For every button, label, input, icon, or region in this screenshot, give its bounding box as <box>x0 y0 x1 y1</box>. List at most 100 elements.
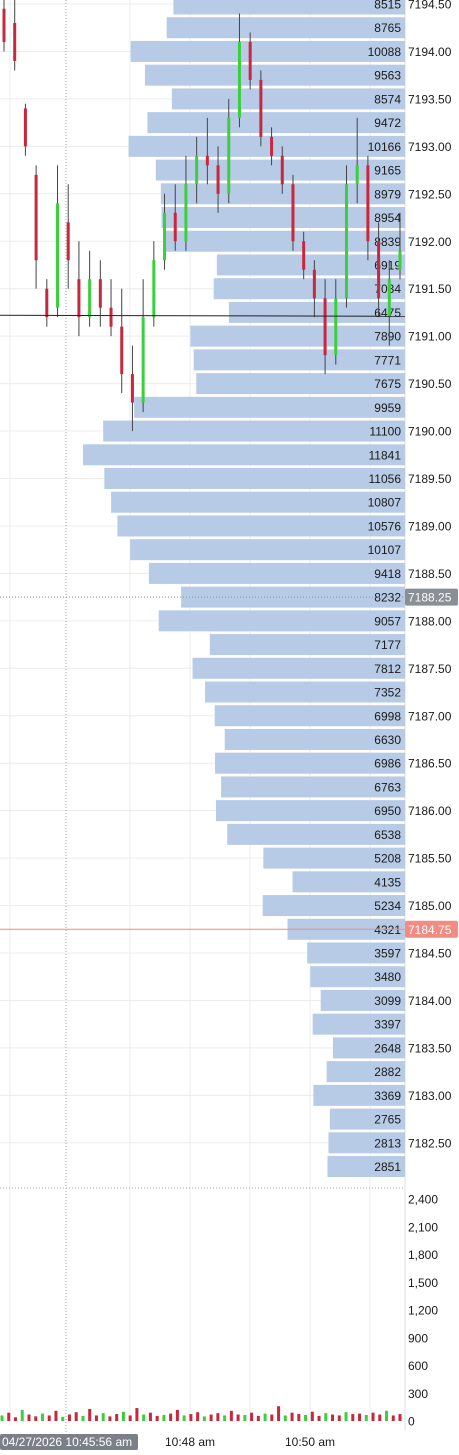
volume-bar <box>324 1413 328 1421</box>
profile-volume-label: 2813 <box>374 1136 401 1150</box>
profile-volume-label: 9472 <box>374 116 401 130</box>
price-marker-label: 7184.75 <box>408 923 452 937</box>
time-axis: 04/27/2026 10:45:56 am 10:48 am 10:50 am <box>0 1434 335 1450</box>
volume-tick-label: 600 <box>408 1359 428 1373</box>
volume-bar <box>175 1409 179 1421</box>
price-tick-label: 7185.00 <box>408 899 452 913</box>
price-markers: 7188.25 7184.75 <box>0 314 458 938</box>
down-candle <box>173 212 177 242</box>
price-tick-label: 7187.00 <box>408 709 452 723</box>
profile-volume-label: 3369 <box>374 1089 401 1103</box>
profile-bar <box>320 989 405 1011</box>
volume-bar <box>297 1414 301 1421</box>
down-candle <box>302 241 306 270</box>
profile-volume-label: 2765 <box>374 1113 401 1127</box>
crosshair-horizontal <box>0 314 406 317</box>
profile-bar <box>130 539 405 561</box>
profile-bar <box>190 325 405 347</box>
profile-volume-label: 8954 <box>374 211 401 225</box>
price-tick-label: 7189.50 <box>408 472 452 486</box>
volume-bar <box>351 1414 355 1421</box>
profile-volume-label: 6630 <box>374 733 401 747</box>
profile-bar <box>327 1156 405 1178</box>
price-tick-label: 7192.50 <box>408 187 452 201</box>
profile-bar <box>103 420 405 442</box>
down-candle <box>2 8 6 42</box>
profile-bar <box>161 207 405 229</box>
price-tick-label: 7191.50 <box>408 282 452 296</box>
profile-bar <box>148 562 406 584</box>
profile-volume-label: 10107 <box>368 543 402 557</box>
profile-bar <box>312 1013 405 1035</box>
profile-volume-label: 5208 <box>374 852 401 866</box>
volume-bar <box>121 1411 125 1421</box>
volume-bar <box>331 1414 335 1421</box>
profile-bar <box>209 634 405 656</box>
volume-bar <box>182 1415 186 1421</box>
volume-tick-label: 300 <box>408 1387 428 1401</box>
volume-bar <box>47 1415 51 1421</box>
profile-volume-label: 8839 <box>374 235 401 249</box>
price-tick-label: 7184.00 <box>408 994 452 1008</box>
up-candle <box>227 117 231 194</box>
profile-volume-label: 10088 <box>368 45 402 59</box>
volume-bar <box>81 1415 85 1421</box>
volume-bar <box>88 1408 92 1421</box>
profile-bar <box>329 1108 405 1130</box>
profile-bar <box>147 112 405 134</box>
volume-bar <box>135 1408 139 1421</box>
volume-bar <box>256 1415 260 1421</box>
profile-bar <box>193 349 405 371</box>
profile-bar <box>128 135 405 157</box>
price-marker-tag <box>405 588 458 606</box>
profile-bar <box>158 610 405 632</box>
profile-bar <box>164 230 405 252</box>
profile-volume-label: 3397 <box>374 1018 401 1032</box>
volume-bar <box>142 1414 146 1421</box>
profile-volume-label: 2648 <box>374 1041 401 1055</box>
price-tick-label: 7193.00 <box>408 140 452 154</box>
volume-bar <box>277 1406 281 1421</box>
profile-volume-label: 8574 <box>374 92 401 106</box>
volume-bar <box>263 1413 267 1421</box>
volume-bar <box>216 1413 220 1421</box>
profile-volume-label: 10576 <box>368 519 402 533</box>
volume-bar <box>223 1415 227 1421</box>
volume-bar <box>148 1412 152 1421</box>
volume-bar <box>162 1414 166 1421</box>
volume-bar <box>20 1409 24 1421</box>
volume-bar <box>115 1414 119 1421</box>
profile-bar <box>117 515 405 537</box>
down-candle <box>34 174 38 261</box>
profile-bar <box>214 705 405 727</box>
price-tick-label: 7189.00 <box>408 519 452 533</box>
volume-bar <box>385 1410 389 1421</box>
volume-axis: 2,400 2,100 1,800 1,500 1,200 900 600 300 0 <box>408 1193 438 1429</box>
profile-volume-label: 10166 <box>368 140 402 154</box>
profile-volume-label: 9165 <box>374 164 401 178</box>
down-candle <box>109 307 113 327</box>
price-tick-label: 7187.50 <box>408 662 452 676</box>
down-candle <box>130 374 134 403</box>
volume-bar <box>378 1414 382 1421</box>
volume-bar <box>371 1412 375 1421</box>
down-candle <box>120 326 124 375</box>
profile-volume-label: 7352 <box>374 686 401 700</box>
profile-volume-label: 9057 <box>374 614 401 628</box>
price-axis: 7194.50 7194.00 7193.50 7193.00 7192.50 7192.… <box>408 0 452 1150</box>
up-candle <box>387 279 391 318</box>
profile-volume-label: 6998 <box>374 709 401 723</box>
volume-bar <box>270 1414 274 1421</box>
volume-bar <box>40 1413 44 1421</box>
time-tick-label: 10:50 am <box>285 1435 335 1449</box>
profile-bar <box>216 800 405 822</box>
volume-histogram <box>0 1406 402 1421</box>
profile-volume-label: 8515 <box>374 0 401 12</box>
volume-bar <box>74 1412 78 1421</box>
profile-bar <box>205 681 405 703</box>
profile-volume-label: 11841 <box>369 448 402 462</box>
profile-volume-label: 9563 <box>374 69 401 83</box>
time-cursor-label: 04/27/2026 10:45:56 am <box>2 1435 132 1449</box>
up-candle <box>398 250 402 270</box>
